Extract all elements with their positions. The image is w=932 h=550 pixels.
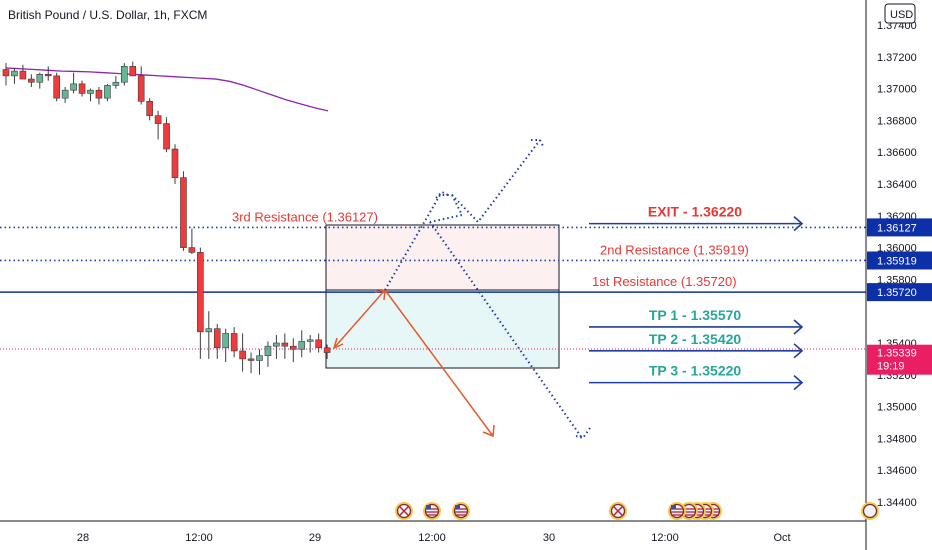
- candle-body: [121, 66, 128, 83]
- uk-flag-event-icon[interactable]: [609, 502, 627, 520]
- candle-body: [323, 347, 331, 353]
- candle-body: [95, 89, 103, 99]
- candle-body: [137, 75, 145, 102]
- time-axis-labels[interactable]: 28 12:00 29 12:00 30 12:00 Oct: [77, 532, 791, 544]
- price-tick-label: 1.37200: [877, 52, 917, 64]
- last-price-text: 1.35339: [877, 348, 917, 360]
- candle-body: [19, 70, 27, 80]
- candle-body: [154, 115, 162, 124]
- price-tick-label: 1.35000: [877, 402, 917, 414]
- moving-average-line: [5, 67, 329, 112]
- candle-body: [188, 247, 196, 253]
- currency-label: USD: [890, 9, 913, 21]
- candle-body: [36, 73, 44, 83]
- time-tick-label: 29: [309, 532, 321, 544]
- candle-body: [239, 350, 246, 360]
- price-tick-label: 1.36600: [877, 147, 917, 159]
- candle-body: [163, 123, 170, 150]
- price-tick-label: 1.36400: [877, 179, 917, 191]
- candle-body: [78, 83, 86, 94]
- uk-flag-event-icon[interactable]: [668, 502, 686, 520]
- target-label: TP 1 - 1.35570: [649, 307, 742, 323]
- level-price-tag: [867, 251, 932, 270]
- price-tick-label: 1.34800: [877, 433, 917, 445]
- price-tick-label: 1.34400: [877, 497, 917, 509]
- target-label: TP 3 - 1.35220: [649, 363, 742, 379]
- candle-body: [87, 89, 94, 94]
- candle-body: [222, 333, 229, 349]
- us-flag-event-icon[interactable]: [452, 502, 470, 520]
- level-price-tag: [867, 218, 932, 237]
- support-zone-lower: [325, 289, 560, 369]
- event-icon-edge[interactable]: [861, 502, 879, 520]
- countdown-text: 19:19: [877, 361, 905, 373]
- candle-body: [53, 75, 61, 99]
- level-price-tag-text: 1.36127: [877, 222, 917, 234]
- candle-body: [213, 328, 221, 349]
- candle-body: [256, 355, 263, 361]
- time-tick-label: 12:00: [185, 532, 213, 544]
- target-arrow-head: [793, 343, 804, 359]
- resistance-label: 2nd Resistance (1.35919): [600, 242, 749, 257]
- us-flag-event-icon[interactable]: [423, 502, 441, 520]
- candle-body: [289, 345, 297, 350]
- target-arrow-head: [793, 375, 804, 391]
- candle-body: [205, 328, 213, 333]
- candle-body: [44, 73, 52, 77]
- candle-body: [70, 83, 77, 91]
- candle-body: [247, 358, 255, 361]
- time-tick-label: 12:00: [418, 532, 446, 544]
- resistance-levels: 3rd Resistance (1.36127) 2nd Resistance (…: [0, 209, 866, 293]
- level-price-tag-text: 1.35919: [877, 255, 917, 267]
- candle-body: [61, 89, 69, 99]
- candle-body: [11, 70, 18, 77]
- candle-body: [180, 177, 187, 248]
- candle-body: [197, 252, 204, 333]
- time-tick-label: Oct: [773, 532, 790, 544]
- candle-body: [315, 339, 322, 349]
- candles: [2, 61, 331, 375]
- candle-body: [28, 78, 35, 83]
- candle-body: [129, 66, 137, 77]
- price-axis[interactable]: [866, 0, 932, 550]
- uk-flag-event-icon[interactable]: [395, 502, 413, 520]
- resistance-zone-upper: [325, 224, 560, 291]
- price-tick-label: 1.36800: [877, 115, 917, 127]
- time-tick-label: 12:00: [651, 532, 679, 544]
- target-markers: EXIT - 1.36220 TP 1 - 1.35570 TP 2 - 1.354…: [589, 204, 804, 391]
- resistance-label: 3rd Resistance (1.36127): [232, 209, 378, 224]
- candle-body: [273, 342, 280, 347]
- chart-title: British Pound / U.S. Dollar, 1h, FXCM: [8, 8, 207, 22]
- target-arrow-head: [793, 216, 804, 232]
- target-label: EXIT - 1.36220: [648, 204, 742, 220]
- moving-average: [5, 67, 329, 112]
- last-price-tag: [867, 344, 932, 375]
- price-tick-label: 1.34600: [877, 465, 917, 477]
- time-tick-label: 30: [543, 532, 555, 544]
- candle-body: [264, 345, 272, 357]
- price-tick-label: 1.37000: [877, 84, 917, 96]
- candle-body: [171, 148, 179, 178]
- economic-event-icons[interactable]: [395, 502, 879, 520]
- candle-body: [2, 69, 10, 77]
- candle-body: [281, 342, 289, 347]
- candle-body: [306, 339, 314, 342]
- level-price-tag: [867, 283, 932, 302]
- level-price-tag-text: 1.35720: [877, 287, 917, 299]
- candle-body: [230, 333, 238, 352]
- resistance-label: 1st Resistance (1.35720): [592, 274, 737, 289]
- target-arrow-head: [793, 319, 804, 335]
- projection-arrows: [332, 139, 591, 440]
- candle-body: [298, 341, 306, 350]
- candle-body: [146, 101, 153, 116]
- currency-button[interactable]: USD: [884, 3, 916, 24]
- candle-body: [112, 81, 120, 86]
- time-tick-label: 28: [77, 532, 89, 544]
- target-label: TP 2 - 1.35420: [649, 331, 742, 347]
- candle-body: [104, 85, 111, 99]
